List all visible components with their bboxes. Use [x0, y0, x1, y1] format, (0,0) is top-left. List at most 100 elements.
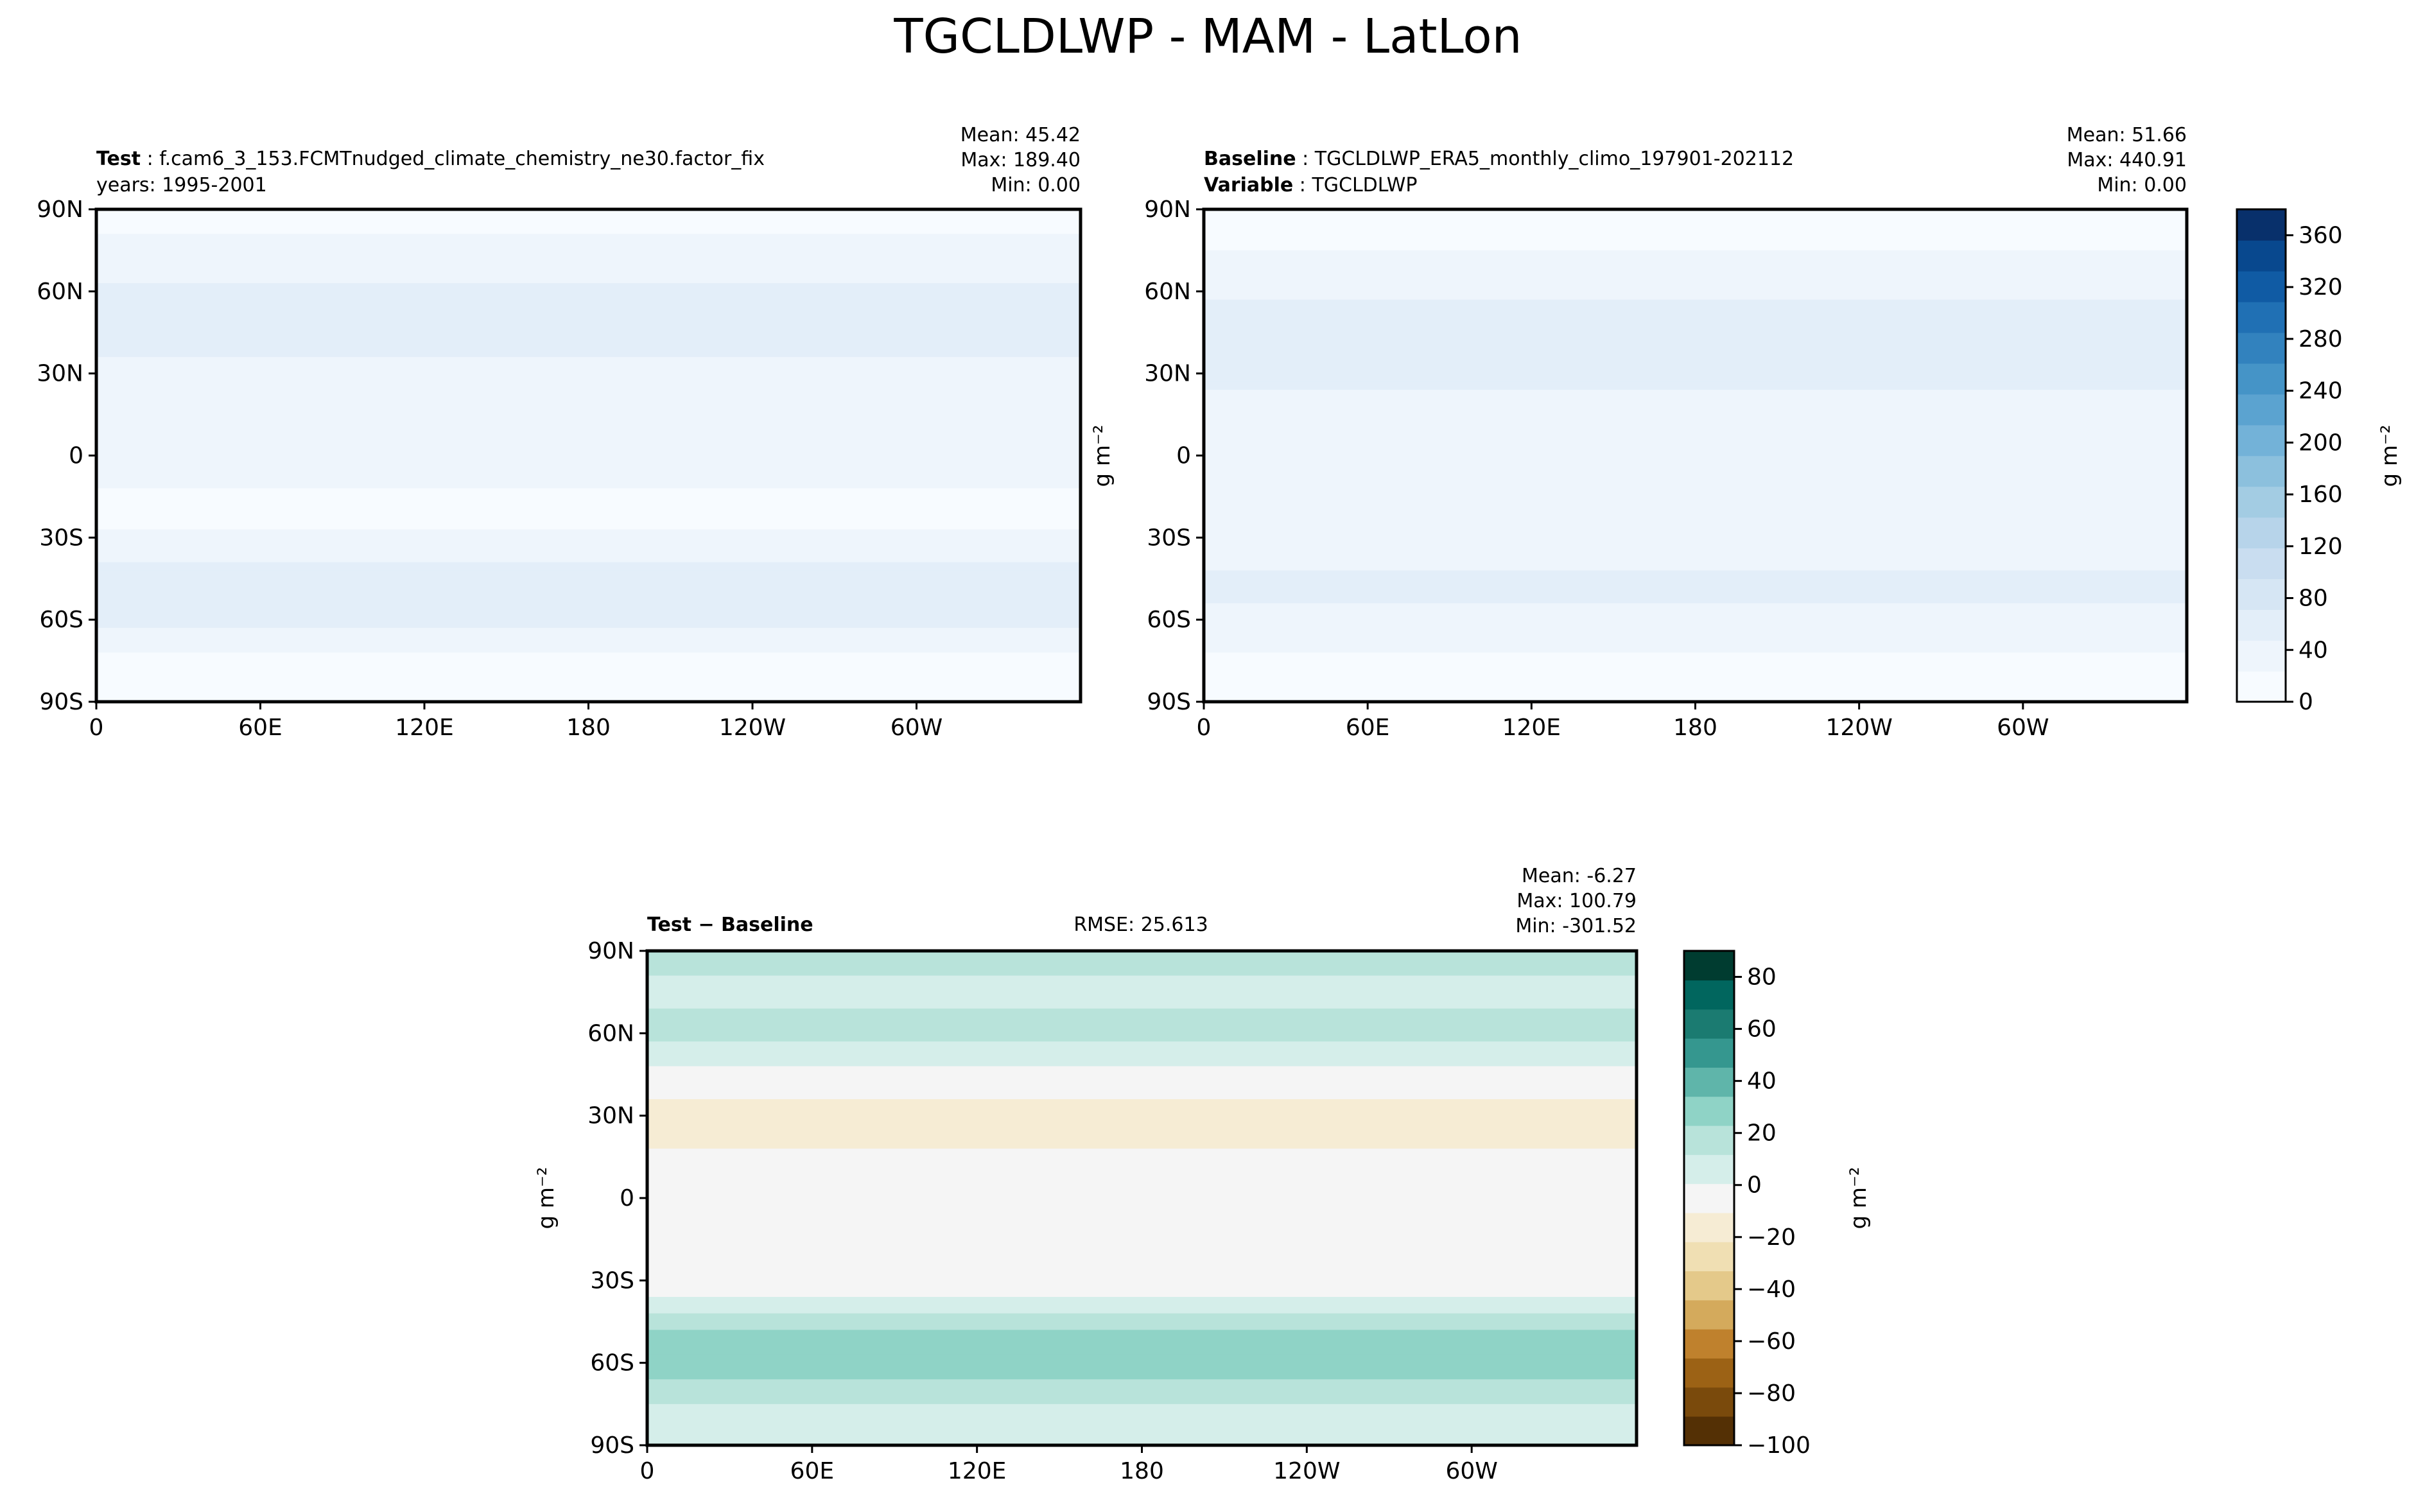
colorbar-swatch: [2237, 609, 2286, 641]
baseline-variable-text: TGCLDLWP: [1311, 174, 1417, 196]
diff-band: [647, 1255, 1637, 1265]
colorbar-swatch: [2237, 671, 2286, 702]
diff-band: [647, 1305, 1637, 1314]
test-band: [96, 308, 1081, 317]
diff-band: [647, 1190, 1637, 1199]
test-band: [96, 234, 1081, 243]
colorbar-main-label: g m⁻²: [2377, 424, 2403, 487]
baseline-label-bold: Baseline: [1204, 148, 1296, 170]
test-band: [96, 611, 1081, 620]
baseline-stat-max: Max: 440.91: [2067, 149, 2187, 171]
test-years: years: 1995-2001: [96, 174, 267, 196]
diff-band: [647, 1239, 1637, 1248]
test-band: [96, 398, 1081, 407]
colorbar-swatch: [2237, 578, 2286, 610]
baseline-band: [1204, 209, 2187, 218]
colorbar-swatch: [1684, 1096, 1734, 1126]
colorbar-swatch: [1684, 1067, 1734, 1097]
baseline-band: [1204, 677, 2187, 686]
colorbar-tick-label: 160: [2299, 482, 2343, 508]
test-band: [96, 217, 1081, 227]
test-band: [96, 668, 1081, 678]
colorbar-swatch: [1684, 1212, 1734, 1242]
test-band: [96, 422, 1081, 431]
diff-band: [647, 1313, 1637, 1323]
baseline-band: [1204, 422, 2187, 431]
baseline-band: [1204, 234, 2187, 243]
test-band: [96, 431, 1081, 440]
baseline-band: [1204, 562, 2187, 571]
diff-band: [647, 1198, 1637, 1207]
colorbar-swatch: [1684, 1125, 1734, 1155]
test-band: [96, 447, 1081, 456]
diff-lat-label: 90S: [590, 1432, 634, 1459]
test-band: [96, 620, 1081, 629]
baseline-lon-label: 180: [1673, 715, 1717, 741]
diff-band: [647, 1140, 1637, 1149]
colorbar-swatch: [1684, 1299, 1734, 1330]
diff-band: [647, 959, 1637, 968]
test-band: [96, 480, 1081, 489]
diff-band: [647, 1437, 1637, 1445]
baseline-band: [1204, 455, 2187, 465]
colorbar-swatch: [2237, 424, 2286, 456]
diff-ylabel: g m⁻²: [534, 1167, 559, 1229]
test-band: [96, 627, 1081, 637]
test-band: [96, 464, 1081, 473]
diff-band: [647, 951, 1637, 960]
baseline-band: [1204, 308, 2187, 317]
baseline-field: [1204, 209, 2187, 702]
baseline-lon-label: 60E: [1346, 715, 1390, 741]
colorbar-tick-label: 200: [2299, 430, 2343, 456]
baseline-band: [1204, 529, 2187, 539]
diff-lon-label: 0: [640, 1458, 655, 1484]
diff-band: [647, 1321, 1637, 1331]
colorbar-swatch: [2237, 517, 2286, 549]
diff-lon-label: 120W: [1273, 1458, 1340, 1484]
baseline-band: [1204, 627, 2187, 637]
diff-stat-min: Min: -301.52: [1515, 915, 1637, 937]
diff-band: [647, 1050, 1637, 1059]
baseline-band: [1204, 258, 2187, 268]
test-band: [96, 587, 1081, 596]
baseline-band: [1204, 595, 2187, 604]
diff-band: [647, 975, 1637, 985]
diff-field: [647, 951, 1637, 1445]
baseline-band: [1204, 644, 2187, 654]
colorbar-swatch: [1684, 1154, 1734, 1185]
baseline-band: [1204, 332, 2187, 342]
colorbar-swatch: [1684, 1038, 1734, 1068]
test-band: [96, 603, 1081, 613]
test-lon-label: 60E: [238, 715, 282, 741]
colorbar-tick-label: 0: [2299, 689, 2313, 715]
diff-lat-label: 30N: [587, 1103, 634, 1129]
test-band: [96, 365, 1081, 374]
colorbar-swatch: [2237, 270, 2286, 302]
baseline-band: [1204, 439, 2187, 448]
test-lat-label: 30S: [39, 525, 83, 551]
diff-band: [647, 1412, 1637, 1421]
test-band: [96, 390, 1081, 399]
baseline-lat-label: 60S: [1147, 607, 1191, 633]
baseline-band: [1204, 316, 2187, 325]
baseline-lat-label: 90S: [1147, 689, 1191, 715]
colorbar-tick-label: 40: [2299, 637, 2328, 663]
test-lon-label: 0: [89, 715, 104, 741]
baseline-band: [1204, 447, 2187, 456]
test-band: [96, 693, 1081, 702]
diff-band: [647, 1000, 1637, 1009]
diff-band: [647, 1091, 1637, 1100]
diff-band: [647, 1403, 1637, 1413]
baseline-lon-label: 0: [1197, 715, 1212, 741]
diff-band: [647, 1173, 1637, 1183]
test-band: [96, 291, 1081, 300]
diff-band: [647, 1379, 1637, 1388]
test-band: [96, 349, 1081, 358]
baseline-band: [1204, 365, 2187, 374]
colorbar-tick-label: −80: [1747, 1380, 1796, 1407]
panel-diff: Test − Baseline RMSE: 25.613 Mean: -6.27…: [534, 865, 1638, 1484]
baseline-band: [1204, 636, 2187, 645]
diff-rmse: RMSE: 25.613: [1073, 914, 1208, 936]
test-band: [96, 652, 1081, 661]
